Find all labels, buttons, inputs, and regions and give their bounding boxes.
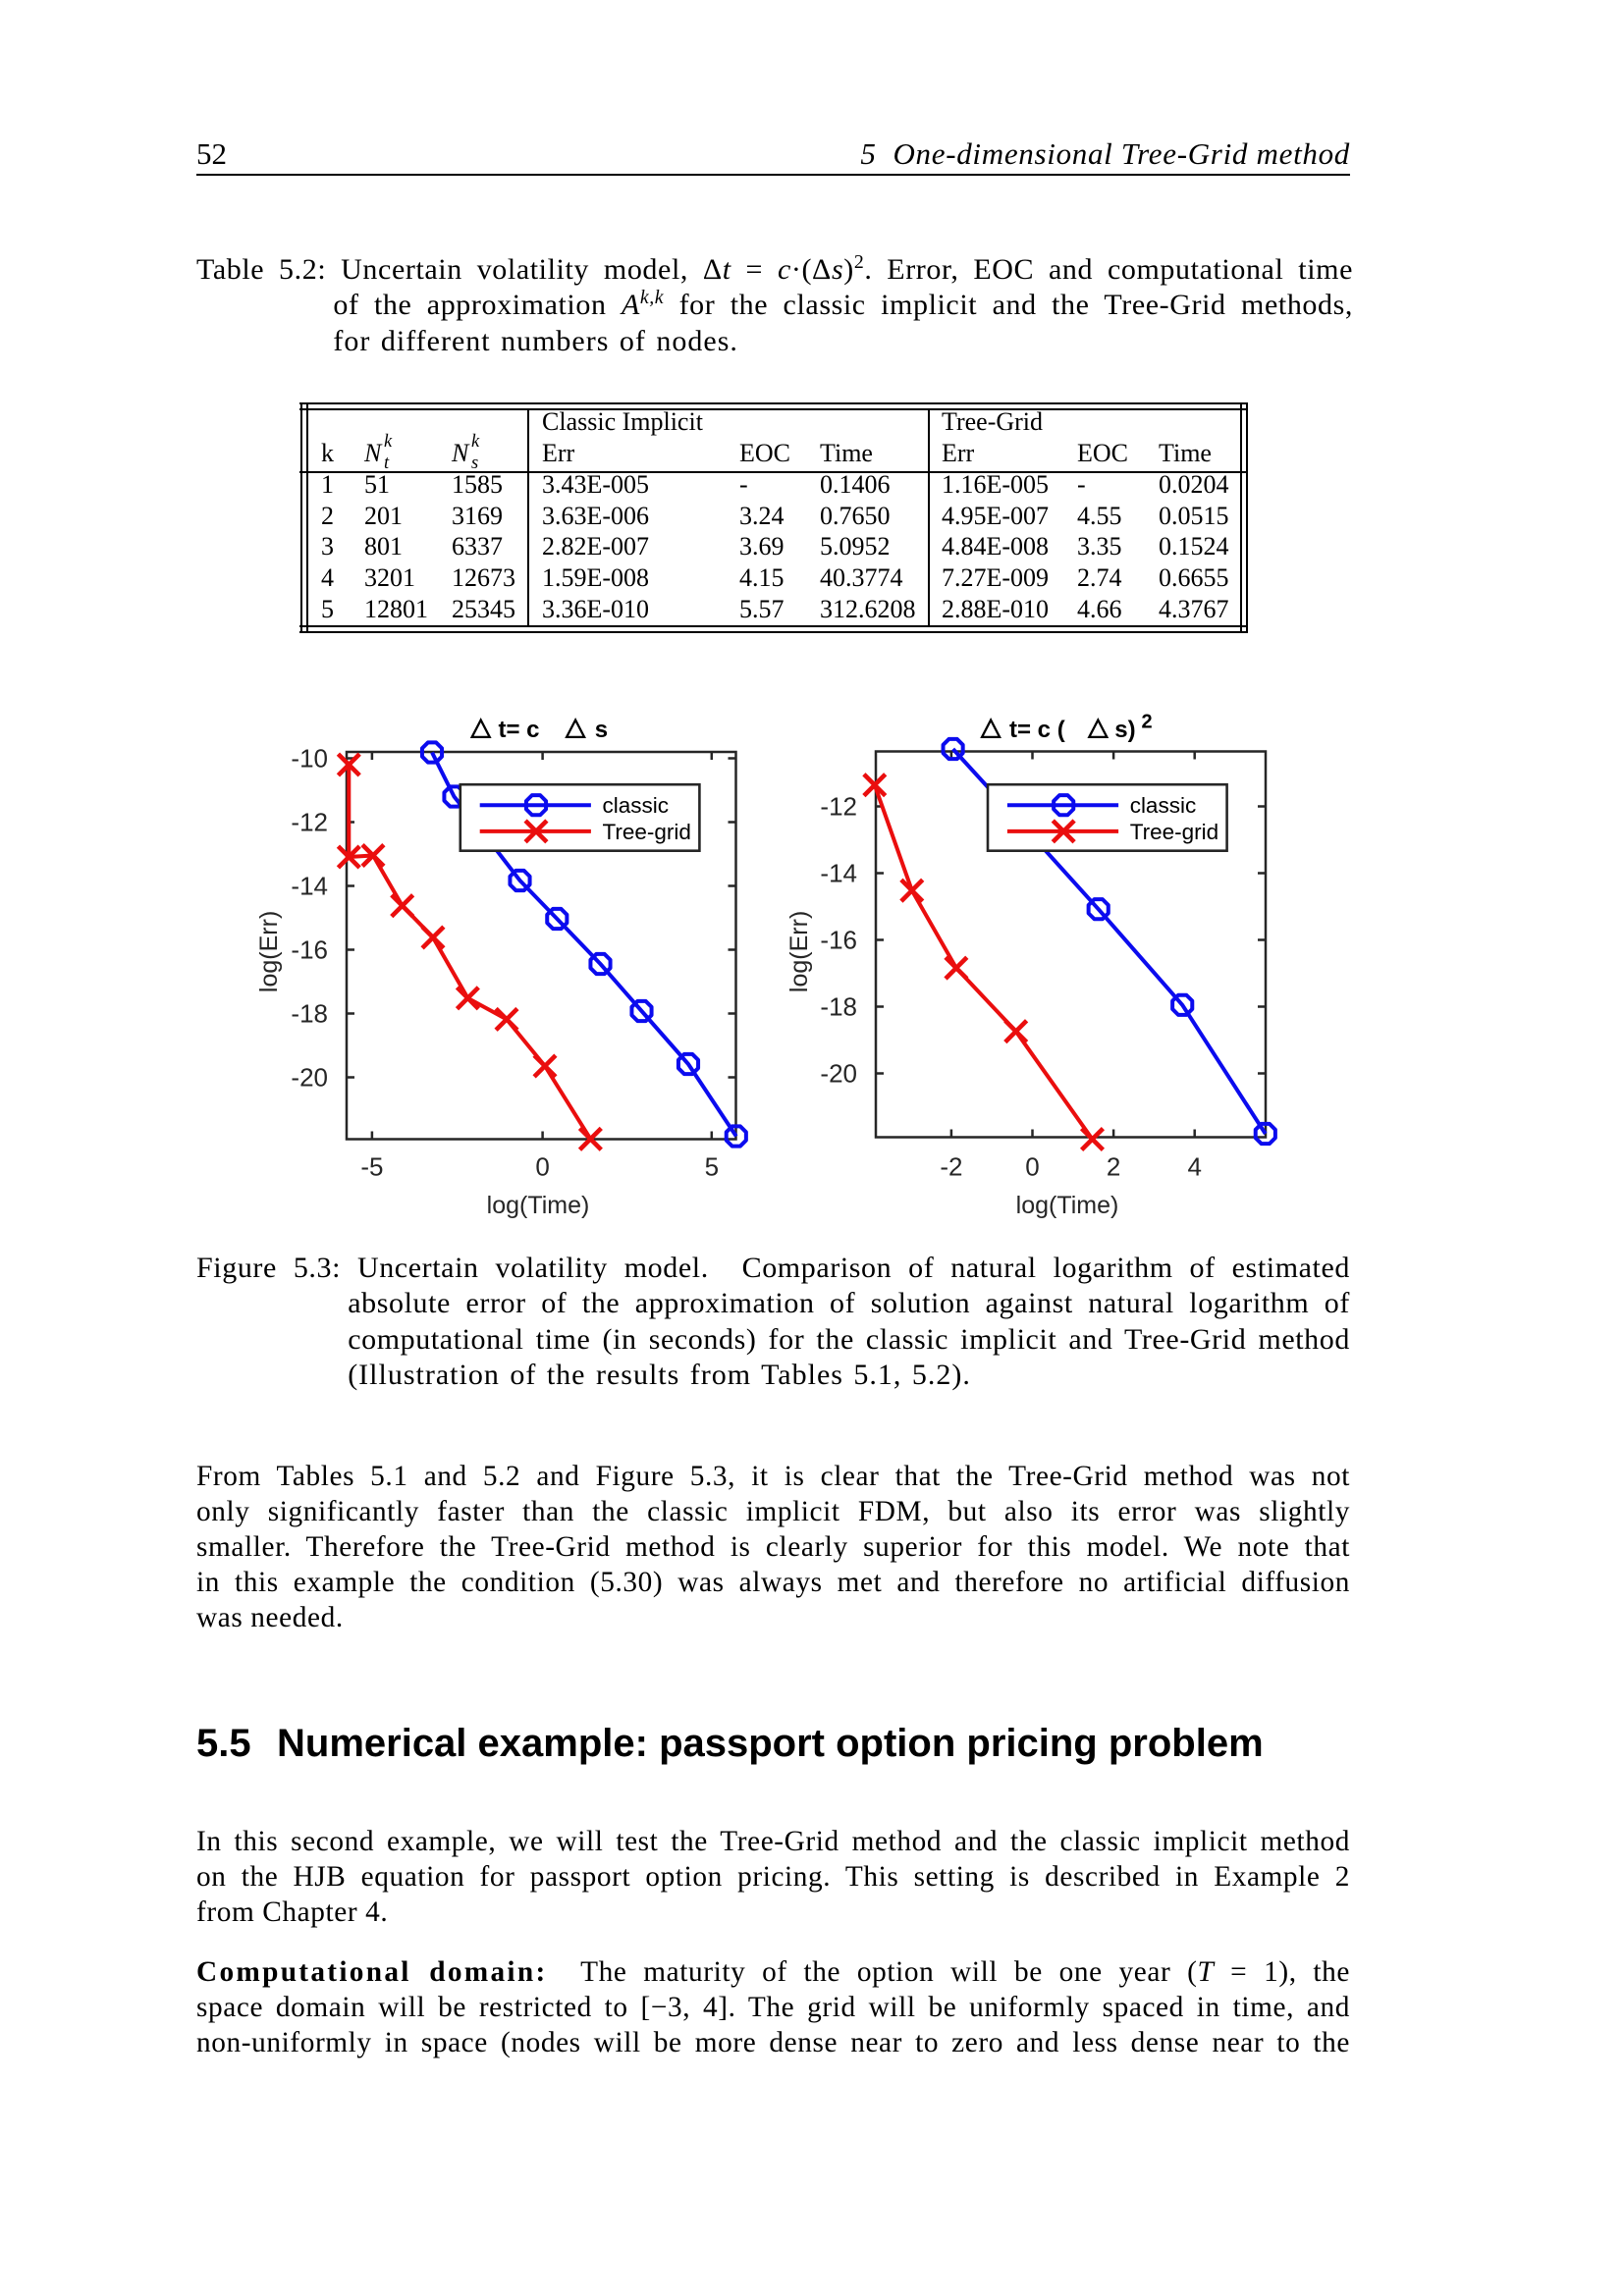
svg-text:log(Time): log(Time) — [1016, 1192, 1119, 1219]
svg-text:s: s — [595, 717, 608, 743]
svg-text:0: 0 — [1025, 1152, 1039, 1182]
svg-text:log(Time): log(Time) — [487, 1192, 590, 1219]
svg-text:classic: classic — [603, 793, 670, 818]
svg-text:-16: -16 — [291, 934, 328, 964]
svg-text:-5: -5 — [360, 1152, 383, 1182]
svg-text:-16: -16 — [820, 925, 857, 954]
svg-text:-18: -18 — [291, 998, 328, 1028]
svg-text:4: 4 — [1187, 1152, 1201, 1182]
svg-text:2: 2 — [1107, 1152, 1120, 1182]
svg-text:-10: -10 — [291, 743, 328, 773]
svg-text:-2: -2 — [940, 1152, 962, 1182]
svg-text:Tree-grid: Tree-grid — [1130, 820, 1218, 844]
svg-text:-12: -12 — [291, 807, 328, 836]
svg-text:t= c (: t= c ( — [1009, 717, 1065, 743]
svg-text:log(Err): log(Err) — [255, 911, 283, 992]
svg-text:-14: -14 — [820, 858, 857, 887]
svg-text:-20: -20 — [291, 1062, 328, 1092]
svg-text:s): s) — [1114, 717, 1135, 743]
svg-text:-14: -14 — [291, 871, 328, 900]
svg-text:t= c: t= c — [499, 717, 540, 743]
svg-text:0: 0 — [535, 1152, 549, 1182]
svg-text:-12: -12 — [820, 791, 857, 821]
svg-text:-20: -20 — [820, 1058, 857, 1088]
svg-text:log(Err): log(Err) — [785, 911, 813, 992]
svg-text:Tree-grid: Tree-grid — [603, 820, 691, 844]
svg-text:2: 2 — [1142, 712, 1153, 733]
svg-text:-18: -18 — [820, 991, 857, 1021]
svg-text:5: 5 — [705, 1152, 719, 1182]
svg-text:classic: classic — [1130, 793, 1197, 818]
